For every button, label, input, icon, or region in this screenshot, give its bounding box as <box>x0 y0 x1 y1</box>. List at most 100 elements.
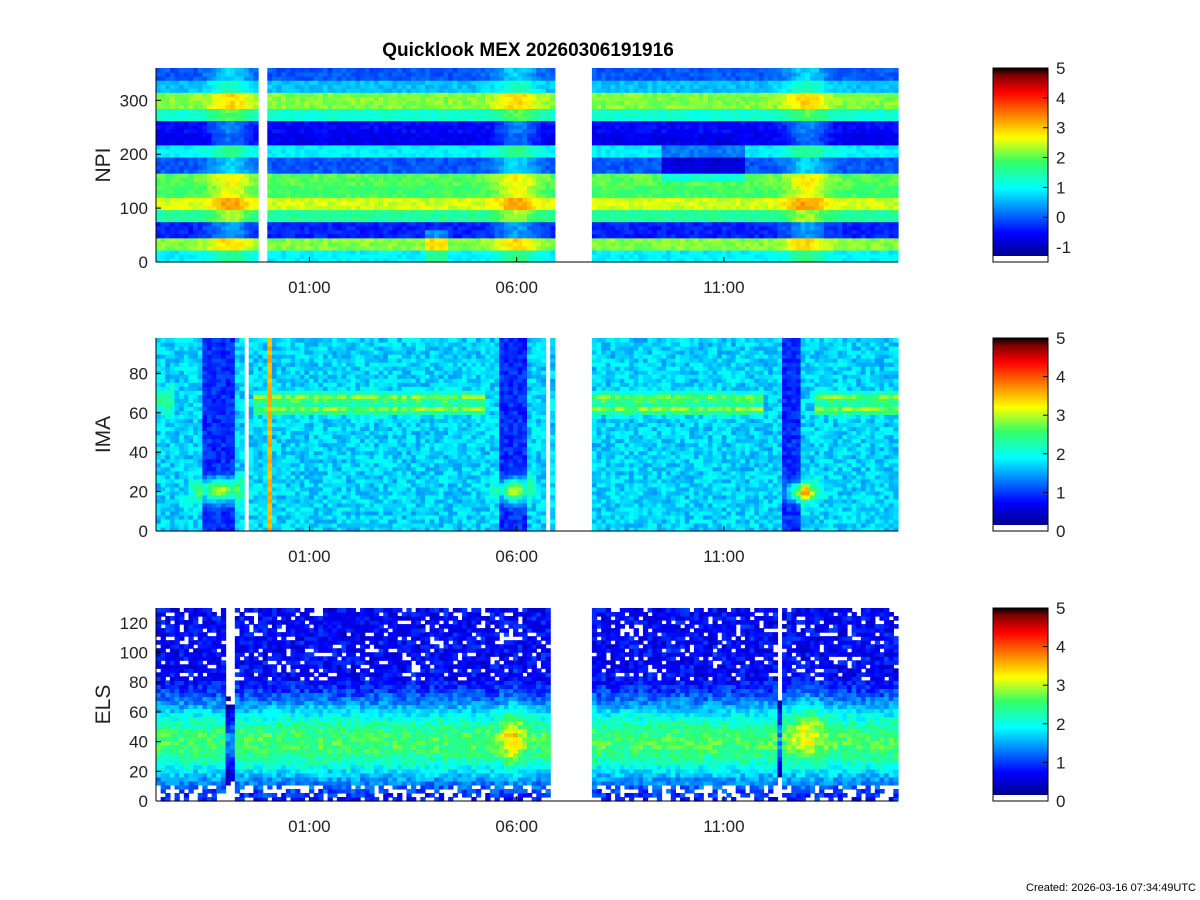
heatmap-cell <box>615 72 620 77</box>
heatmap-cell <box>188 173 193 178</box>
heatmap-cell <box>342 141 347 146</box>
heatmap-cell <box>536 117 541 122</box>
heatmap-cell <box>643 125 648 130</box>
heatmap-cell <box>212 68 217 73</box>
heatmap-cell <box>383 201 388 206</box>
heatmap-cell <box>495 185 500 190</box>
heatmap-cell <box>522 125 527 130</box>
heatmap-cell <box>675 234 680 239</box>
heatmap-cell <box>198 189 203 194</box>
heatmap-cell <box>369 88 374 93</box>
heatmap-cell <box>332 193 337 198</box>
heatmap-cell <box>490 177 495 182</box>
heatmap-cell <box>457 117 462 122</box>
heatmap-cell <box>434 238 439 243</box>
heatmap-cell <box>360 201 365 206</box>
heatmap-cell <box>462 185 467 190</box>
heatmap-cell <box>328 230 333 235</box>
heatmap-cell <box>369 169 374 174</box>
heatmap-cell <box>467 84 472 89</box>
heatmap-cell <box>680 84 685 89</box>
heatmap-cell <box>318 185 323 190</box>
heatmap-cell <box>467 181 472 186</box>
heatmap-cell <box>601 209 606 214</box>
heatmap-cell <box>188 222 193 227</box>
heatmap-cell <box>309 218 314 223</box>
heatmap-cell <box>374 218 379 223</box>
heatmap-cell <box>444 197 449 202</box>
heatmap-cell <box>235 197 240 202</box>
heatmap-cell <box>379 80 384 85</box>
heatmap-cell <box>379 193 384 198</box>
heatmap-cell <box>495 250 500 255</box>
heatmap-cell <box>239 121 244 126</box>
heatmap-cell <box>374 157 379 162</box>
heatmap-cell <box>314 129 319 134</box>
heatmap-cell <box>476 80 481 85</box>
heatmap-cell <box>671 76 676 81</box>
heatmap-cell <box>624 234 629 239</box>
heatmap-cell <box>212 161 217 166</box>
heatmap-cell <box>453 153 458 158</box>
heatmap-cell <box>379 121 384 126</box>
heatmap-cell <box>161 121 166 126</box>
heatmap-cell <box>536 165 541 170</box>
heatmap-cell <box>365 254 370 259</box>
heatmap-cell <box>290 238 295 243</box>
heatmap-cell <box>671 121 676 126</box>
heatmap-cell <box>606 80 611 85</box>
heatmap-cell <box>318 149 323 154</box>
heatmap-cell <box>643 76 648 81</box>
heatmap-cell <box>457 205 462 210</box>
heatmap-cell <box>226 214 231 219</box>
heatmap-cell <box>675 108 680 113</box>
heatmap-cell <box>337 100 342 105</box>
heatmap-cell <box>522 209 527 214</box>
heatmap-cell <box>198 68 203 73</box>
heatmap-cell <box>629 100 634 105</box>
heatmap-cell <box>156 230 161 235</box>
heatmap-cell <box>244 181 249 186</box>
heatmap-cell <box>383 112 388 117</box>
heatmap-cell <box>675 96 680 101</box>
heatmap-cell <box>425 234 430 239</box>
heatmap-cell <box>513 96 518 101</box>
heatmap-cell <box>351 173 356 178</box>
heatmap-cell <box>267 125 272 130</box>
heatmap-cell <box>230 254 235 259</box>
heatmap-cell <box>281 218 286 223</box>
heatmap-cell <box>184 193 189 198</box>
heatmap-cell <box>318 238 323 243</box>
heatmap-cell <box>657 117 662 122</box>
heatmap-cell <box>170 238 175 243</box>
heatmap-cell <box>286 185 291 190</box>
heatmap-cell <box>212 173 217 178</box>
heatmap-cell <box>216 121 221 126</box>
heatmap-cell <box>448 177 453 182</box>
heatmap-cell <box>629 92 634 97</box>
heatmap-cell <box>342 157 347 162</box>
heatmap-cell <box>388 88 393 93</box>
heatmap-cell <box>179 88 184 93</box>
heatmap-cell <box>610 76 615 81</box>
heatmap-cell <box>379 125 384 130</box>
heatmap-cell <box>235 112 240 117</box>
heatmap-cell <box>281 181 286 186</box>
heatmap-cell <box>652 72 657 77</box>
heatmap-cell <box>522 165 527 170</box>
heatmap-cell <box>281 189 286 194</box>
heatmap-cell <box>638 68 643 73</box>
heatmap-cell <box>351 189 356 194</box>
heatmap-cell <box>202 145 207 150</box>
heatmap-cell <box>457 92 462 97</box>
heatmap-cell <box>643 145 648 150</box>
heatmap-cell <box>411 80 416 85</box>
heatmap-cell <box>680 161 685 166</box>
heatmap-cell <box>193 72 198 77</box>
heatmap-cell <box>342 104 347 109</box>
heatmap-cell <box>328 173 333 178</box>
heatmap-cell <box>504 209 509 214</box>
heatmap-cell <box>550 205 555 210</box>
heatmap-cell <box>448 145 453 150</box>
heatmap-cell <box>522 108 527 113</box>
